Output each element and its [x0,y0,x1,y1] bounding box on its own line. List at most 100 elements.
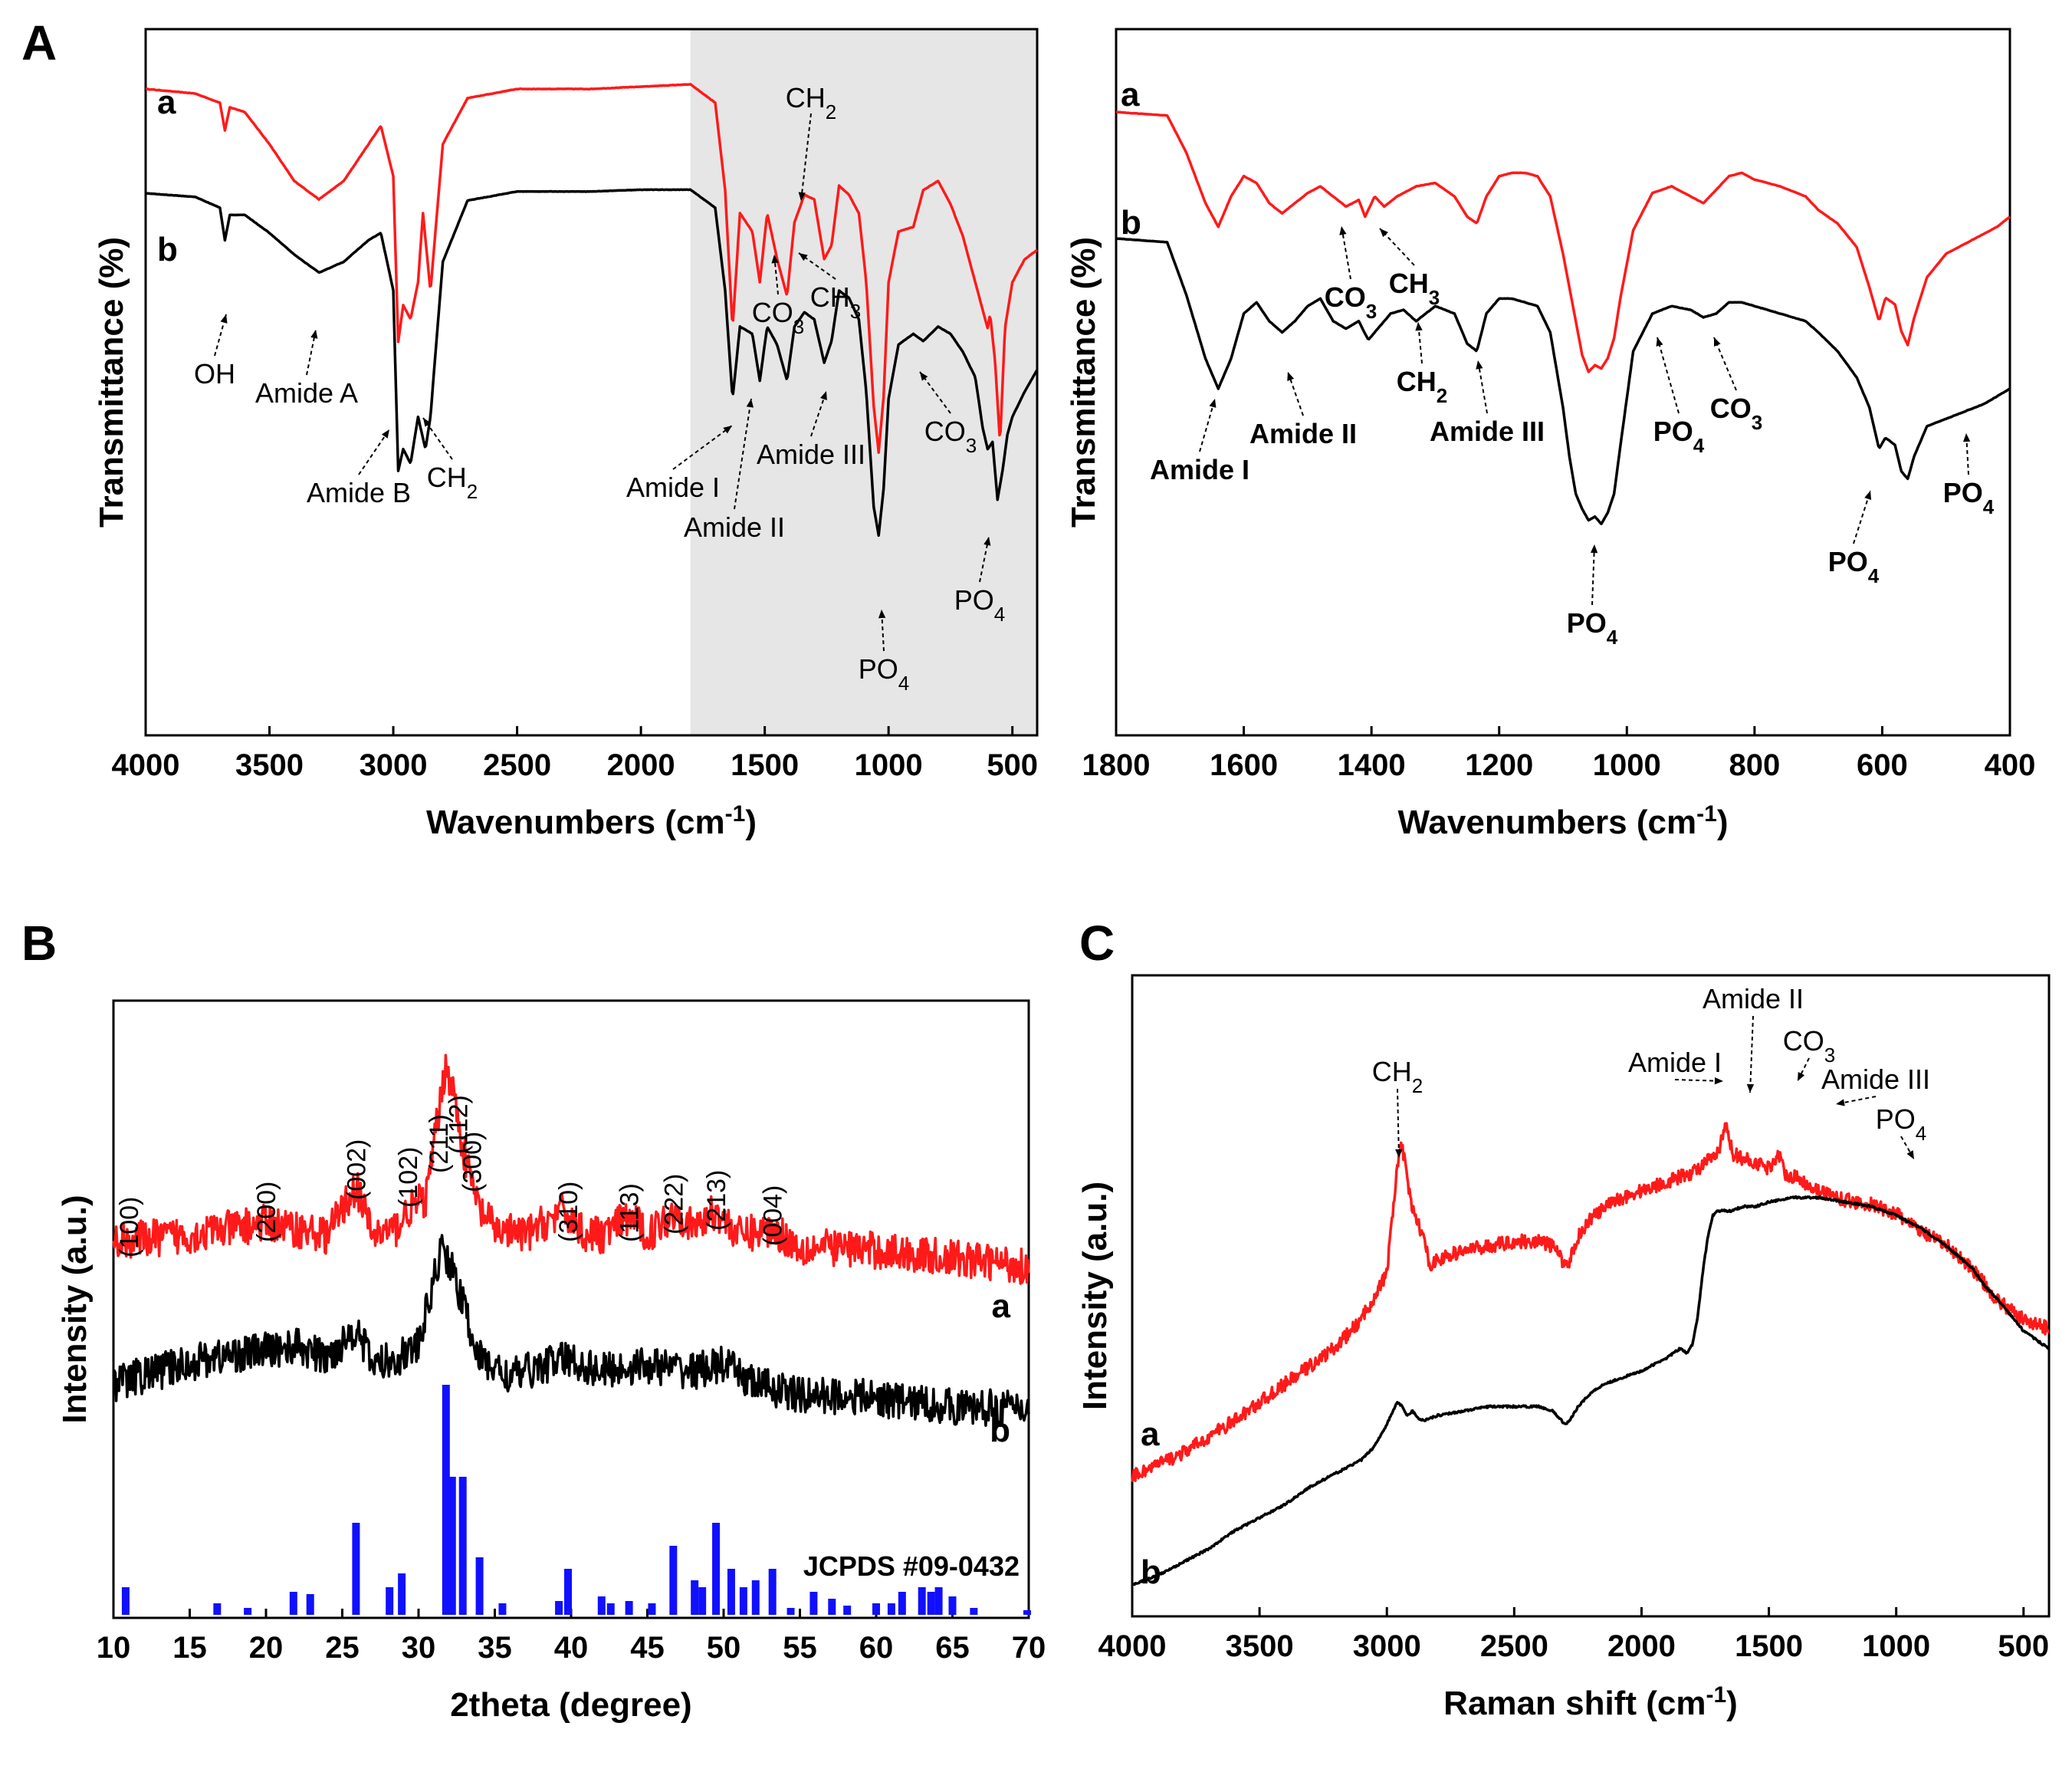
series-line-a [1131,1122,2050,1482]
reference-bar [352,1523,360,1615]
x-tick-label: 400 [1985,748,2036,782]
reference-bar [872,1603,880,1615]
annotation-label: Amide I [626,472,720,503]
annotation-arrow [979,536,990,583]
annotation-arrowhead [820,391,827,400]
annotation-label: Amide A [255,377,358,409]
x-tick-label: 1400 [1338,748,1406,782]
hkl-label: (310) [554,1182,583,1242]
x-tick-label: 3500 [235,748,304,782]
hkl-label: (200) [252,1182,281,1242]
curve-label-a: a [1141,1415,1160,1453]
annotation-label: CH2 [1372,1056,1423,1097]
reference-bar [948,1596,957,1615]
reference-bar [1023,1610,1032,1615]
annotation-arrowhead [1476,360,1483,370]
reference-bar [306,1594,314,1615]
reference-bar [751,1580,760,1615]
series-line-b [145,188,1039,538]
annotation-arrowhead [1380,228,1388,238]
annotation-arrowhead [983,537,991,546]
reference-bar [828,1599,836,1615]
annotation-label: PO4 [954,584,1005,626]
reference-bar [918,1587,926,1615]
reference-bar [739,1587,747,1615]
x-tick-label: 40 [554,1631,589,1665]
annotation-arrow [919,371,951,414]
x-tick-label: 1000 [855,748,923,782]
x-tick-label: 60 [859,1631,894,1665]
annotation-label: CO3 [752,297,804,338]
x-tick-label: 3000 [1353,1629,1421,1663]
chart-a-right-ftir-zoom: 1800 1600 1400 1200 1000 800 600 400 Wavenumbers… [1065,28,2036,841]
x-tick-label: 1500 [731,748,799,782]
reference-bar [625,1601,633,1615]
annotation-arrowhead [1864,491,1872,500]
annotation-label: PO4 [1876,1103,1926,1145]
annotation-arrow [1853,490,1871,544]
annotation-arrowhead [1287,372,1295,381]
curve-label-b: b [1121,204,1141,242]
x-tick-label: 2500 [1480,1629,1548,1663]
y-axis-label: Intensity (a.u.) [56,1195,94,1423]
shaded-region [690,29,1037,735]
hkl-label: (211) [425,1114,454,1173]
reference-bar [648,1603,656,1615]
annotation-arrow [810,390,827,437]
series-line-b [112,1234,1030,1428]
x-tick-label: 65 [935,1631,970,1665]
annotation-arrowhead [798,192,806,201]
annotation-arrowhead [310,330,318,339]
annotation-label: CO3 [924,416,977,457]
annotation-arrow [1477,360,1488,414]
annotation-arrow [1591,544,1595,606]
annotation-arrowhead [220,314,228,324]
annotation-label: Amide III [1821,1064,1930,1095]
x-tick-label: 4000 [1098,1629,1167,1663]
x-tick-label: 15 [172,1631,207,1665]
panel-letter-b: B [21,916,57,971]
x-tick-label: 500 [987,748,1038,782]
annotation-label: CO3 [1783,1025,1835,1067]
series-line-a [112,1054,1030,1285]
x-tick-label: 1000 [1862,1629,1930,1663]
annotation-arrowhead [1746,1083,1755,1093]
annotation-arrow [1397,1088,1400,1159]
x-axis-label: Raman shift (cm-1) [1443,1682,1738,1723]
annotation-label: Amide II [684,511,785,543]
annotation-arrowhead [423,418,432,427]
reference-bar [727,1569,735,1615]
x-tick-label: 500 [1998,1629,2049,1663]
x-tick-label: 50 [707,1631,741,1665]
reference-bar [564,1569,573,1615]
x-tick-label: 2000 [1607,1629,1676,1663]
x-axis-label: 2theta (degree) [450,1686,691,1724]
annotation-arrow [1674,1079,1724,1082]
annotation-arrow [358,429,390,475]
reference-bar [213,1603,222,1615]
annotation-arrow [1749,1015,1754,1093]
annotation-label: CO3 [1710,393,1762,434]
series-line-b [1131,1195,2050,1586]
curve-label-a: a [992,1287,1011,1325]
annotation-arrowhead [1395,1149,1403,1158]
x-tick-label: 25 [325,1631,360,1665]
x-tick-label: 35 [478,1631,512,1665]
reference-bar [442,1385,450,1615]
annotation-arrow [1199,398,1216,452]
x-tick-label: 1800 [1082,748,1151,782]
annotation-arrow [800,113,812,202]
plot-frame [112,999,1030,1619]
x-tick-label: 2500 [483,748,551,782]
annotation-label: Amide I [1628,1047,1722,1078]
plot-frame [144,28,1039,737]
hkl-label: (002) [342,1139,371,1200]
annotation-arrowhead [1415,322,1423,331]
x-axis-label: Wavenumbers (cm-1) [426,801,757,842]
reference-bar [669,1546,678,1615]
reference-bar [597,1596,606,1615]
annotation-label: Amide B [307,477,411,508]
x-tick-label: 1500 [1735,1629,1803,1663]
reference-bar [386,1587,394,1615]
